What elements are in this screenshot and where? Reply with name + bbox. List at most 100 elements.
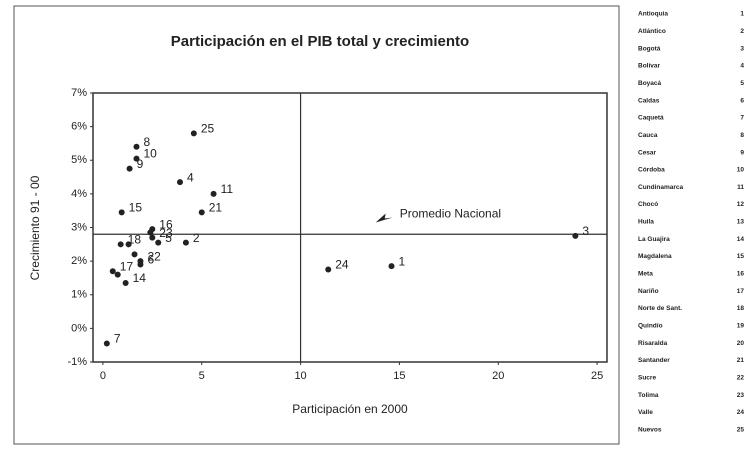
- point: [133, 143, 140, 150]
- point: [133, 155, 140, 162]
- x-tick-label: 15: [393, 370, 405, 382]
- legend-name: Sucre: [638, 374, 656, 381]
- legend-name: Boyacá: [638, 80, 662, 87]
- point-label: 8: [143, 135, 150, 149]
- legend-name: Risaralda: [638, 340, 668, 347]
- point-label: 14: [133, 271, 147, 285]
- x-tick-label: 10: [294, 370, 306, 382]
- legend-number: 5: [740, 80, 744, 87]
- y-tick-label: 1%: [71, 289, 87, 301]
- point: [125, 241, 132, 248]
- point-label: 17: [120, 259, 134, 273]
- point: [176, 179, 183, 186]
- legend-name: Tolima: [638, 392, 659, 399]
- legend-number: 18: [737, 305, 745, 312]
- legend-number: 21: [737, 357, 745, 364]
- legend-number: 20: [737, 340, 745, 347]
- point: [388, 263, 395, 270]
- y-tick-label: -1%: [67, 356, 87, 368]
- point-label: 24: [335, 258, 349, 272]
- point-label: 18: [128, 232, 142, 246]
- legend-name: Valle: [638, 409, 653, 416]
- legend-number: 16: [737, 271, 745, 278]
- legend-name: Caldas: [638, 97, 660, 104]
- y-axis-label: Crecimiento 91 - 00: [28, 175, 42, 280]
- y-tick-label: 7%: [71, 87, 87, 99]
- y-tick-label: 2%: [71, 255, 87, 267]
- point-label: 23: [159, 226, 173, 240]
- legend-name: Córdoba: [638, 167, 665, 174]
- legend-number: 24: [737, 409, 745, 416]
- legend-name: Santander: [638, 357, 670, 364]
- legend-number: 9: [740, 149, 744, 156]
- legend-number: 22: [737, 374, 745, 381]
- legend-number: 4: [740, 63, 744, 70]
- point-label: 10: [143, 147, 157, 161]
- chart-title: Participación en el PIB total y crecimie…: [171, 33, 469, 50]
- point: [131, 251, 138, 258]
- legend-name: Meta: [638, 271, 653, 278]
- point: [126, 165, 133, 172]
- legend-number: 13: [737, 219, 745, 226]
- legend-name: Bogotá: [638, 45, 661, 52]
- legend-number: 1: [740, 11, 744, 18]
- legend-name: Huila: [638, 219, 654, 226]
- legend-number: 2: [740, 28, 744, 35]
- point: [118, 209, 125, 216]
- x-tick-label: 25: [591, 370, 603, 382]
- point-label: 25: [201, 122, 215, 136]
- point-label: 4: [187, 170, 194, 184]
- legend-number: 17: [737, 288, 745, 295]
- point-label: 5: [165, 231, 172, 245]
- point: [114, 271, 121, 278]
- point: [122, 279, 129, 286]
- legend-number: 8: [740, 132, 744, 139]
- y-tick-label: 6%: [71, 121, 87, 133]
- point: [182, 239, 189, 246]
- x-tick-label: 5: [199, 370, 205, 382]
- legend-name: Quindío: [638, 322, 663, 329]
- legend-name: Cauca: [638, 132, 658, 139]
- x-axis-label: Participación en 2000: [292, 402, 408, 416]
- point: [149, 234, 156, 241]
- legend-name: Caquetá: [638, 115, 664, 122]
- point-label: 21: [209, 201, 223, 215]
- y-tick-label: 0%: [71, 322, 87, 334]
- legend-name: Magdalena: [638, 253, 672, 260]
- point: [210, 190, 217, 197]
- x-tick-label: 20: [492, 370, 504, 382]
- legend-number: 6: [740, 97, 744, 104]
- point-label: 6: [147, 253, 154, 267]
- legend-number: 12: [737, 201, 745, 208]
- chart-frame: [13, 5, 620, 445]
- point-label: 1: [399, 254, 406, 268]
- legend-number: 10: [737, 167, 745, 174]
- legend-name: Antioquia: [638, 11, 668, 18]
- point: [198, 209, 205, 216]
- point-label: 11: [221, 182, 234, 196]
- point: [572, 232, 579, 239]
- point-label: 22: [147, 249, 161, 263]
- point-label: 16: [159, 217, 173, 231]
- legend-name: Norte de Sant.: [638, 305, 682, 312]
- legend-name: La Guajira: [638, 236, 670, 243]
- point-label: 3: [582, 224, 589, 238]
- y-tick-label: 3%: [71, 221, 87, 233]
- x-tick-label: 0: [100, 370, 106, 382]
- legend-number: 7: [740, 115, 744, 122]
- legend-name: Atlántico: [638, 28, 666, 35]
- point: [137, 258, 144, 265]
- legend-name: Nuevos: [638, 426, 662, 433]
- y-tick-label: 5%: [71, 154, 87, 166]
- point-label: 9: [137, 157, 144, 171]
- legend-name: Bolívar: [638, 63, 661, 70]
- point: [117, 241, 124, 248]
- legend-number: 25: [737, 426, 745, 433]
- point-label: 2: [193, 231, 200, 245]
- legend-number: 11: [737, 184, 744, 191]
- legend-number: 3: [740, 45, 744, 52]
- legend-number: 14: [737, 236, 745, 243]
- point-label: 7: [114, 332, 121, 346]
- point: [190, 130, 197, 137]
